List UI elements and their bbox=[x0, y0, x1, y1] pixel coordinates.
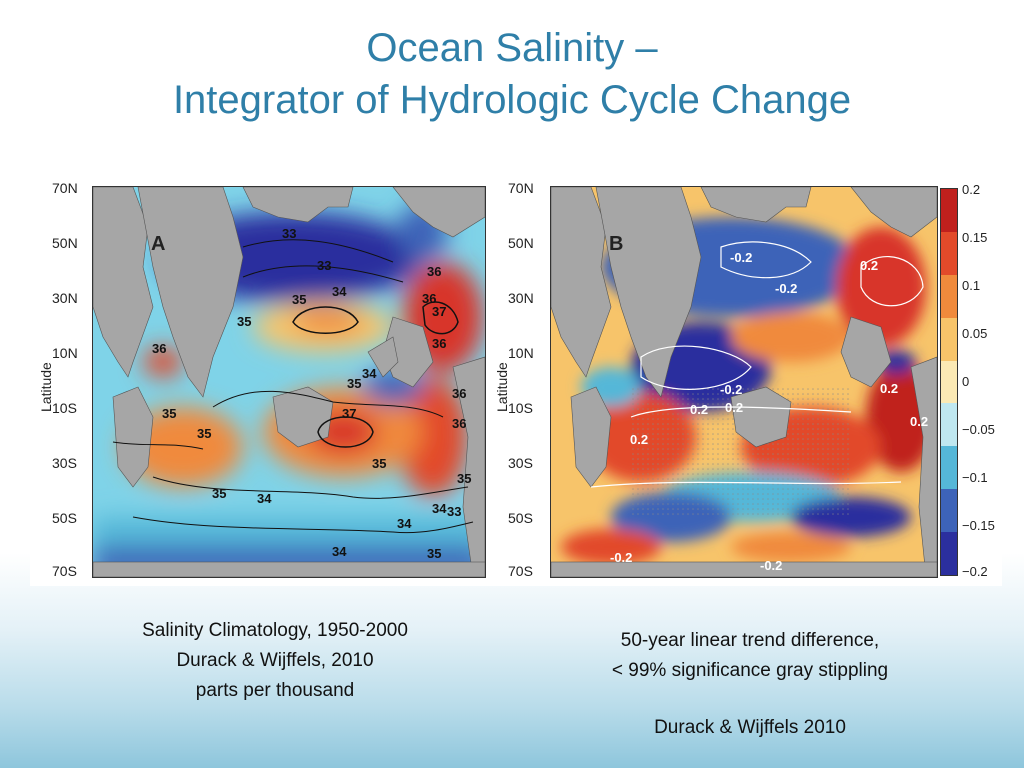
contour-label: -0.2 bbox=[760, 558, 783, 573]
contour-label: 34 bbox=[332, 284, 347, 299]
colorbar bbox=[940, 188, 958, 576]
lat-tick: 30S bbox=[52, 455, 77, 471]
colorbar-tick: 0.1 bbox=[962, 278, 981, 293]
contour-label: 36 bbox=[452, 416, 467, 431]
contour-label: 35 bbox=[237, 314, 252, 329]
contour-label: -0.2 bbox=[720, 382, 743, 397]
contour-label: -0.2 bbox=[610, 550, 633, 565]
contour-label: 33 bbox=[317, 258, 332, 273]
lat-tick: 70N bbox=[52, 180, 78, 196]
lat-tick: 10S bbox=[508, 400, 533, 416]
contour-label: 36 bbox=[152, 341, 167, 356]
right-caption: 50-year linear trend difference, < 99% s… bbox=[540, 626, 960, 686]
colorbar-tick: 0.2 bbox=[962, 182, 981, 197]
panel-letter: B bbox=[609, 233, 624, 255]
contour-label: -0.2 bbox=[775, 281, 798, 296]
colorbar-segment bbox=[941, 360, 957, 404]
contour-label: 34 bbox=[332, 544, 347, 559]
contour-label: 36 bbox=[422, 291, 437, 306]
colorbar-tick: −0.05 bbox=[962, 422, 995, 437]
contour-label: 35 bbox=[427, 546, 442, 561]
caption-line: Durack & Wijffels, 2010 bbox=[176, 650, 374, 671]
contour-labels-a: 33 33 35 34 35 36 36 37 36 36 34 35 35 36 37 36 35 35 35 34… bbox=[92, 186, 484, 576]
lat-tick: 30S bbox=[508, 455, 533, 471]
contour-label: 34 bbox=[432, 501, 447, 516]
contour-label: 0.2 bbox=[880, 381, 899, 396]
contour-label: 34 bbox=[397, 516, 412, 531]
contour-label: 36 bbox=[432, 336, 447, 351]
colorbar-tick: 0.15 bbox=[962, 230, 988, 245]
contour-label: -0.2 bbox=[730, 250, 753, 265]
slide-title: Ocean Salinity – Integrator of Hydrologi… bbox=[0, 22, 1024, 126]
lat-tick: 50N bbox=[508, 235, 534, 251]
contour-label: 36 bbox=[452, 386, 467, 401]
lat-tick: 30N bbox=[508, 290, 534, 306]
contour-label: 37 bbox=[432, 304, 447, 319]
contour-label: 35 bbox=[162, 406, 177, 421]
caption-line: 50-year linear trend difference, bbox=[620, 630, 880, 651]
colorbar-tick: −0.2 bbox=[962, 564, 988, 579]
colorbar-segment bbox=[941, 274, 957, 318]
colorbar-segment bbox=[941, 189, 957, 232]
contour-label: 35 bbox=[212, 486, 227, 501]
lat-tick: 70S bbox=[508, 563, 533, 579]
salinity-climatology-figure: Latitude 70N 50N 30N 10N 10S 30S 50S 70S bbox=[30, 170, 490, 586]
caption-line: parts per thousand bbox=[195, 680, 355, 701]
colorbar-segment bbox=[941, 489, 957, 532]
salinity-map: A bbox=[92, 186, 486, 578]
contour-label: 35 bbox=[372, 456, 387, 471]
contour-label: 36 bbox=[427, 264, 442, 279]
title-line-1: Ocean Salinity – bbox=[366, 26, 658, 70]
caption-line: < 99% significance gray stippling bbox=[611, 660, 889, 681]
colorbar-tick: −0.1 bbox=[962, 470, 988, 485]
colorbar-segment bbox=[941, 231, 957, 275]
contour-label: 0.2 bbox=[860, 258, 879, 273]
title-line-2: Integrator of Hydrologic Cycle Change bbox=[172, 78, 852, 122]
contour-labels-b: -0.2 -0.2 0.2 -0.2 0.2 0.2 0.2 0.2 0.2 -0.2 -0.2 bbox=[550, 186, 936, 576]
colorbar-tick: 0 bbox=[962, 374, 970, 389]
salinity-map-graphic bbox=[93, 187, 485, 577]
lat-tick: 70S bbox=[52, 563, 77, 579]
colorbar-segment bbox=[941, 403, 957, 447]
contour-label: 0.2 bbox=[725, 400, 744, 415]
lat-tick: 50N bbox=[52, 235, 78, 251]
contour-label: 35 bbox=[197, 426, 212, 441]
left-caption: Salinity Climatology, 1950-2000 Durack &… bbox=[70, 616, 480, 706]
colorbar-segment bbox=[941, 532, 957, 575]
lat-tick: 10S bbox=[52, 400, 77, 416]
colorbar-segment bbox=[941, 446, 957, 490]
colorbar-tick: −0.15 bbox=[962, 518, 995, 533]
lat-tick: 70N bbox=[508, 180, 534, 196]
colorbar-tick: 0.05 bbox=[962, 326, 988, 341]
contour-label: 34 bbox=[362, 366, 377, 381]
right-source: Durack & Wijffels 2010 bbox=[654, 717, 846, 738]
lat-tick: 10N bbox=[52, 345, 78, 361]
contour-label: 37 bbox=[342, 406, 357, 421]
contour-label: 33 bbox=[447, 504, 462, 519]
lat-tick: 30N bbox=[52, 290, 78, 306]
salinity-trend-graphic bbox=[551, 187, 937, 577]
contour-label: 0.2 bbox=[630, 432, 649, 447]
salinity-trend-figure: Latitude 70N 50N 30N 10N 10S 30S 50S 70S bbox=[490, 170, 1002, 586]
lat-tick: 50S bbox=[52, 510, 77, 526]
panel-letter: A bbox=[151, 233, 166, 255]
caption-line: Salinity Climatology, 1950-2000 bbox=[142, 620, 408, 641]
contour-label: 35 bbox=[292, 292, 307, 307]
contour-label: 0.2 bbox=[910, 414, 929, 429]
colorbar-segment bbox=[941, 317, 957, 361]
lat-tick: 10N bbox=[508, 345, 534, 361]
contour-label: 0.2 bbox=[690, 402, 709, 417]
lat-tick: 50S bbox=[508, 510, 533, 526]
contour-label: 35 bbox=[347, 376, 362, 391]
contour-label: 35 bbox=[457, 471, 472, 486]
contour-label: 33 bbox=[282, 226, 297, 241]
contour-label: 34 bbox=[257, 491, 272, 506]
salinity-trend-map: B bbox=[550, 186, 938, 578]
